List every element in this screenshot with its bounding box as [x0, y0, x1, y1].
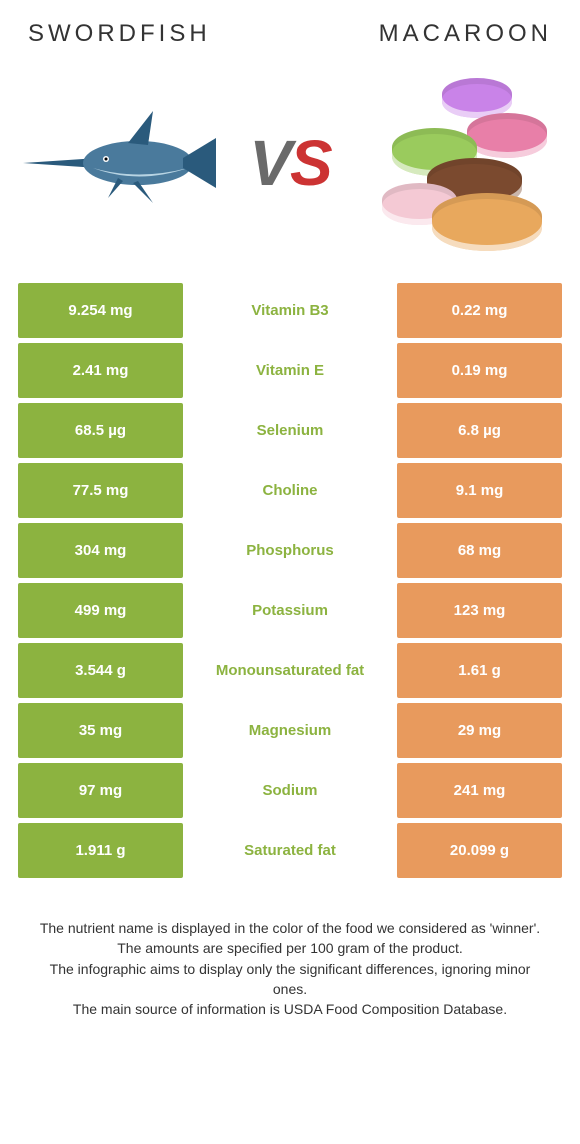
left-value: 68.5 µg: [18, 403, 183, 458]
nutrient-row: 35 mgMagnesium29 mg: [18, 703, 562, 758]
right-value: 1.61 g: [397, 643, 562, 698]
nutrient-label: Sodium: [183, 763, 397, 818]
nutrient-label: Saturated fat: [183, 823, 397, 878]
nutrient-label: Potassium: [183, 583, 397, 638]
footer-line: The amounts are specified per 100 gram o…: [33, 938, 547, 958]
nutrient-label: Vitamin B3: [183, 283, 397, 338]
left-value: 1.911 g: [18, 823, 183, 878]
left-value: 97 mg: [18, 763, 183, 818]
right-value: 68 mg: [397, 523, 562, 578]
right-value: 29 mg: [397, 703, 562, 758]
nutrient-label: Choline: [183, 463, 397, 518]
footer-line: The main source of information is USDA F…: [33, 999, 547, 1019]
right-value: 6.8 µg: [397, 403, 562, 458]
left-value: 304 mg: [18, 523, 183, 578]
left-food-title: Swordfish: [28, 20, 211, 48]
nutrient-label: Magnesium: [183, 703, 397, 758]
macaroon-icon: [442, 78, 512, 118]
right-value: 241 mg: [397, 763, 562, 818]
left-value: 9.254 mg: [18, 283, 183, 338]
macaroon-icon: [432, 193, 542, 251]
right-value: 0.19 mg: [397, 343, 562, 398]
nutrient-row: 68.5 µgSelenium6.8 µg: [18, 403, 562, 458]
right-food-title: Macaroon: [379, 20, 552, 48]
macaroon-image: [362, 73, 562, 253]
swordfish-image: [18, 73, 218, 253]
right-value: 20.099 g: [397, 823, 562, 878]
left-value: 3.544 g: [18, 643, 183, 698]
left-value: 35 mg: [18, 703, 183, 758]
nutrient-row: 97 mgSodium241 mg: [18, 763, 562, 818]
right-value: 9.1 mg: [397, 463, 562, 518]
vs-s-letter: S: [290, 127, 331, 199]
nutrient-label: Selenium: [183, 403, 397, 458]
footer-line: The nutrient name is displayed in the co…: [33, 918, 547, 938]
footer-notes: The nutrient name is displayed in the co…: [18, 918, 562, 1019]
nutrient-row: 77.5 mgCholine9.1 mg: [18, 463, 562, 518]
right-value: 123 mg: [397, 583, 562, 638]
nutrient-row: 499 mgPotassium123 mg: [18, 583, 562, 638]
vs-v-letter: V: [249, 127, 290, 199]
nutrient-row: 3.544 gMonounsaturated fat1.61 g: [18, 643, 562, 698]
left-value: 2.41 mg: [18, 343, 183, 398]
nutrient-label: Monounsaturated fat: [183, 643, 397, 698]
macaroon-icon: [467, 113, 547, 158]
left-value: 499 mg: [18, 583, 183, 638]
nutrient-row: 1.911 gSaturated fat20.099 g: [18, 823, 562, 878]
images-row: VS: [18, 58, 562, 268]
vs-label: VS: [249, 126, 330, 200]
nutrient-table: 9.254 mgVitamin B30.22 mg2.41 mgVitamin …: [18, 283, 562, 878]
left-value: 77.5 mg: [18, 463, 183, 518]
nutrient-row: 304 mgPhosphorus68 mg: [18, 523, 562, 578]
header-titles: Swordfish Macaroon: [18, 20, 562, 58]
nutrient-label: Vitamin E: [183, 343, 397, 398]
right-value: 0.22 mg: [397, 283, 562, 338]
nutrient-label: Phosphorus: [183, 523, 397, 578]
footer-line: The infographic aims to display only the…: [33, 959, 547, 1000]
nutrient-row: 2.41 mgVitamin E0.19 mg: [18, 343, 562, 398]
nutrient-row: 9.254 mgVitamin B30.22 mg: [18, 283, 562, 338]
